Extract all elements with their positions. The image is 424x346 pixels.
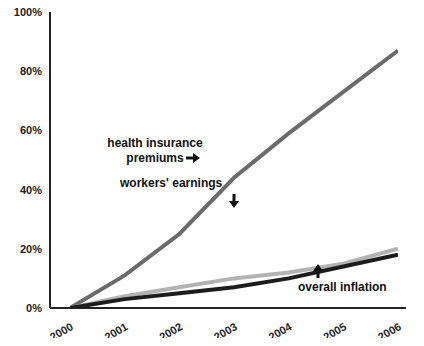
svg-text:2006: 2006 [376,320,403,338]
svg-text:100%: 100% [14,8,42,18]
svg-text:2000: 2000 [48,320,75,338]
svg-text:0%: 0% [26,302,42,314]
html-text:health insurance premiums: health insurance premiums [107,136,203,165]
svg-text:80%: 80% [20,65,42,77]
svg-text:60%: 60% [20,124,42,136]
html-text:workers' earnings: workers' earnings [120,176,223,190]
svg-text:2001: 2001 [102,320,129,338]
svg-text:40%: 40% [20,184,42,196]
svg-text:2002: 2002 [157,320,184,338]
html-text:overall inflation: overall inflation [298,280,387,294]
svg-text:2005: 2005 [321,320,348,338]
svg-text:2004: 2004 [266,320,294,338]
svg-text:2003: 2003 [212,320,239,338]
svg-text:20%: 20% [20,243,42,255]
